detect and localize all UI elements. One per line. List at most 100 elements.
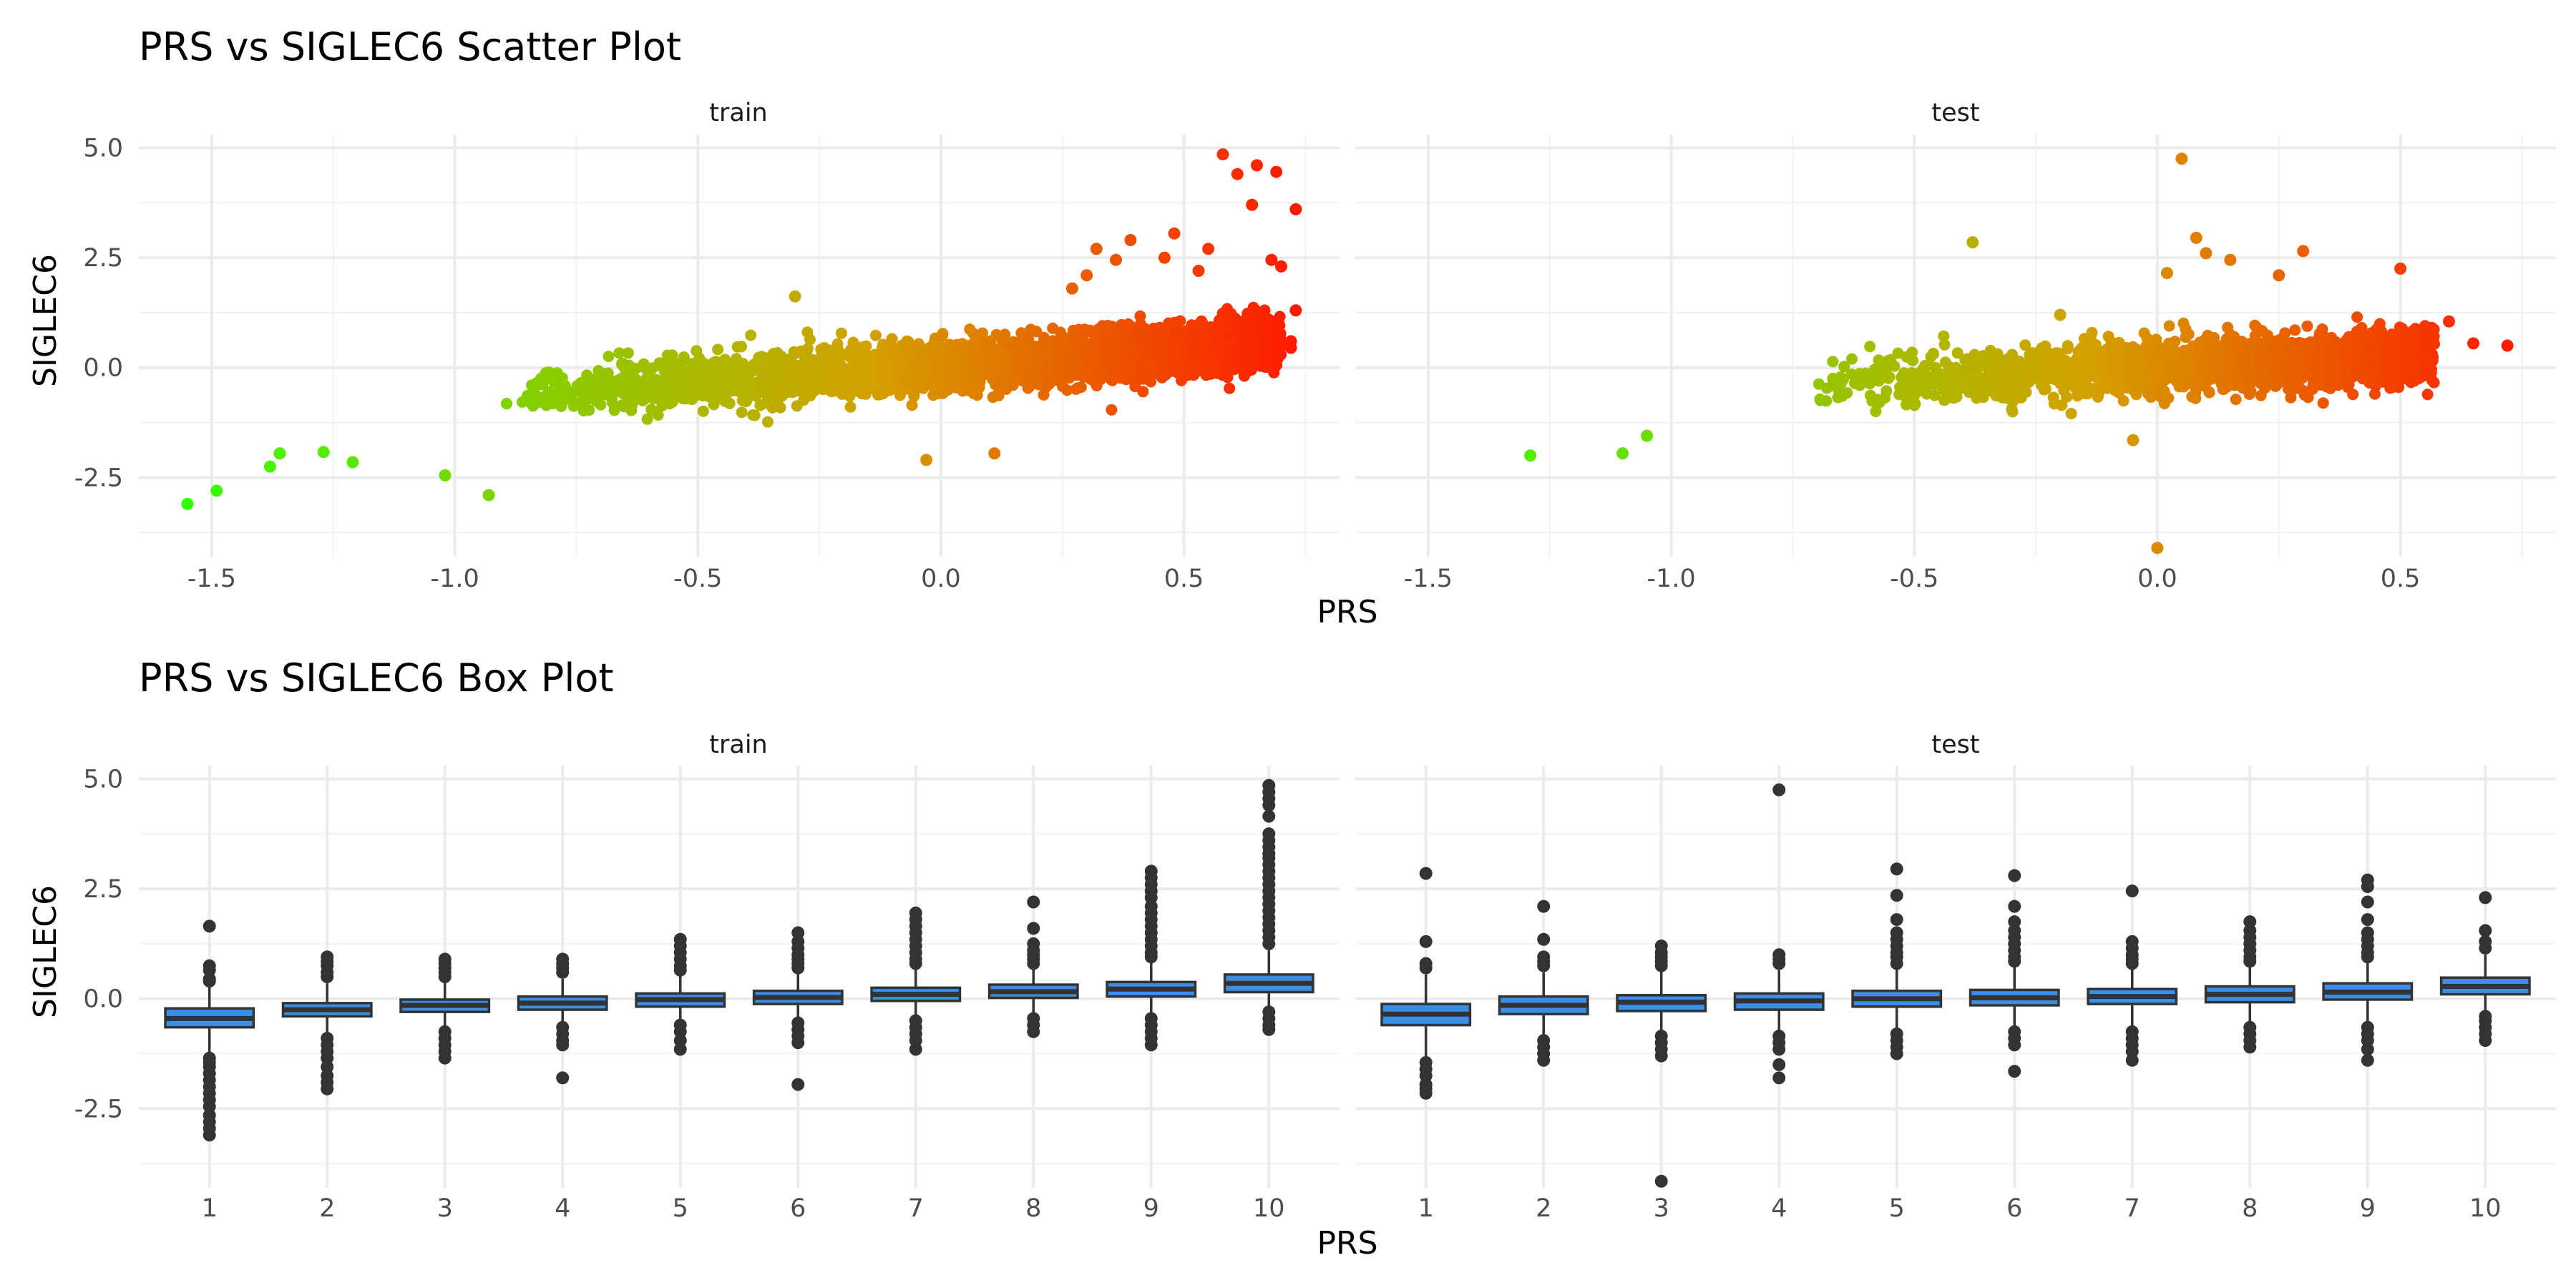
scatter-point — [561, 388, 573, 400]
scatter-point — [439, 469, 452, 482]
scatter-point — [718, 392, 730, 404]
scatter-point — [1160, 323, 1172, 336]
scatter-point — [210, 484, 223, 497]
scatter-point — [2421, 389, 2434, 401]
scatter-point — [660, 382, 671, 394]
scatter-point — [641, 375, 653, 387]
scatter-point — [273, 447, 286, 460]
scatter-point — [1289, 203, 1302, 215]
scatter-point — [1124, 234, 1137, 246]
scatter-strip-test: test — [1931, 99, 1979, 127]
scatter-point — [1894, 381, 1906, 394]
scatter-point — [897, 358, 909, 370]
scatter-point — [747, 360, 759, 372]
scatter-point — [543, 366, 555, 379]
scatter-point — [826, 370, 838, 382]
scatter-plot-title: PRS vs SIGLEC6 Scatter Plot — [139, 24, 681, 69]
scatter-point — [757, 379, 769, 391]
scatter-point — [263, 460, 276, 473]
scatter-point — [1864, 341, 1876, 353]
scatter-point — [791, 400, 803, 412]
scatter-point — [501, 398, 513, 409]
scatter-point — [951, 360, 962, 372]
scatter-point — [754, 399, 766, 411]
scatter-point — [999, 362, 1011, 374]
scatter-point — [870, 380, 882, 391]
scatter-point — [1267, 318, 1279, 331]
scatter-point — [960, 340, 972, 351]
scatter-point — [1055, 370, 1067, 382]
scatter-point — [2036, 342, 2048, 354]
scatter-point — [1827, 372, 1839, 384]
scatter-point — [901, 346, 913, 358]
scatter-point — [623, 359, 635, 371]
scatter-point — [937, 328, 949, 340]
scatter-point — [865, 369, 877, 381]
scatter-point — [928, 336, 940, 348]
scatter-point — [1036, 338, 1048, 351]
scatter-point — [1221, 371, 1234, 384]
scatter-point — [984, 348, 995, 361]
scatter-point — [1089, 334, 1101, 346]
scatter-point — [678, 351, 690, 363]
scatter-point — [1183, 356, 1195, 368]
scatter-panel-train — [139, 135, 1340, 557]
scatter-point — [844, 401, 857, 413]
scatter-point — [806, 376, 818, 389]
scatter-point — [736, 375, 748, 387]
scatter-point — [602, 351, 615, 363]
scatter-point — [517, 396, 528, 408]
scatter-point — [886, 347, 898, 359]
scatter-point — [1243, 341, 1255, 353]
scatter-point — [2062, 340, 2074, 352]
scatter-point — [1075, 381, 1087, 394]
scatter-point — [2065, 408, 2077, 419]
scatter-point — [181, 497, 194, 510]
scatter-point — [832, 344, 844, 356]
scatter-point — [2249, 319, 2261, 331]
scatter-point — [1927, 348, 1939, 359]
scatter-point — [1832, 391, 1844, 404]
scatter-point — [1224, 382, 1236, 394]
scatter-point — [696, 387, 708, 399]
scatter-point — [482, 489, 495, 502]
scatter-point — [877, 338, 889, 351]
scatter-point — [708, 399, 720, 411]
scatter-point — [1236, 364, 1248, 376]
scatter-point — [2317, 397, 2329, 409]
scatter-point — [1111, 356, 1123, 368]
scatter-point — [1161, 333, 1174, 346]
scatter-point — [830, 354, 842, 366]
scatter-point — [567, 400, 580, 412]
scatter-point — [1211, 358, 1223, 371]
scatter-point — [849, 384, 861, 396]
scatter-point — [2019, 339, 2031, 351]
scatter-point — [1262, 341, 1274, 353]
scatter-point — [2203, 386, 2215, 398]
scatter-point — [1156, 355, 1168, 366]
scatter-point — [1017, 358, 1028, 371]
scatter-point — [622, 347, 634, 359]
scatter-point — [822, 381, 834, 394]
scatter-point — [1173, 363, 1185, 375]
scatter-point — [1213, 314, 1225, 326]
scatter-point — [907, 364, 919, 376]
scatter-point — [548, 376, 560, 389]
scatter-point — [786, 367, 798, 379]
scatter-point — [2180, 323, 2192, 335]
scatter-point — [641, 413, 653, 425]
scatter-point — [1068, 351, 1080, 364]
scatter-point — [978, 364, 990, 376]
scatter-point — [756, 351, 768, 363]
scatter-panel-test — [1355, 135, 2556, 557]
scatter-point — [989, 358, 1000, 371]
scatter-point — [774, 401, 786, 414]
scatter-point — [1247, 314, 1259, 326]
scatter-point — [1813, 378, 1825, 390]
scatter-point — [1134, 310, 1146, 322]
scatter-point — [1202, 243, 1215, 255]
scatter-point — [907, 374, 919, 386]
scatter-point — [691, 345, 703, 357]
scatter-point — [1090, 243, 1103, 255]
scatter-point — [1135, 367, 1147, 379]
